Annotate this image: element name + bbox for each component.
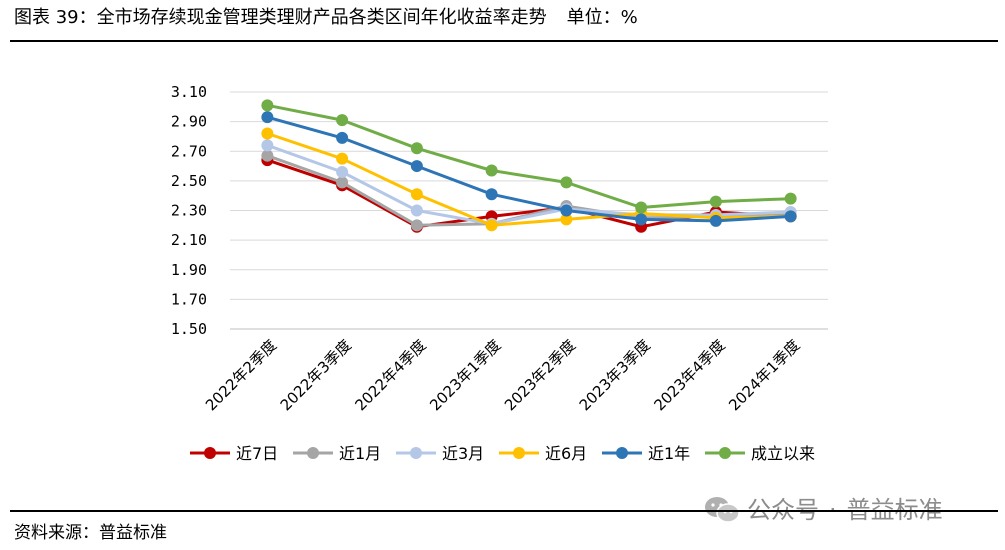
x-tick-label: 2023年4季度	[650, 336, 728, 414]
y-axis-ticks: 3.10 2.90 2.70 2.50 2.30 2.10 1.90 1.70 1.50	[171, 83, 207, 338]
series-line	[267, 103, 791, 209]
series-group	[261, 99, 797, 233]
data-point	[485, 164, 498, 177]
data-point	[560, 176, 573, 189]
data-point	[560, 204, 573, 217]
data-point	[635, 201, 648, 214]
legend-marker	[616, 447, 628, 459]
series-line	[266, 115, 791, 223]
series-5	[261, 111, 797, 227]
x-axis-ticks: 2022年2季度2022年3季度2022年4季度2023年1季度2023年2季度…	[202, 336, 804, 414]
y-tick-label: 1.50	[171, 320, 207, 338]
data-point	[485, 188, 498, 201]
legend-label: 近1月	[339, 444, 381, 463]
data-point	[784, 192, 797, 205]
legend: 近7日 近1月 近3月 近6月 近1年 成立以来	[190, 444, 815, 463]
data-point	[709, 214, 722, 227]
data-point	[410, 219, 423, 232]
legend-item: 近3月	[396, 444, 484, 463]
data-point	[709, 195, 722, 208]
y-tick-label: 1.70	[171, 290, 207, 308]
y-tick-label: 2.70	[171, 142, 207, 160]
legend-item: 近7日	[190, 444, 278, 463]
series-line	[266, 143, 791, 226]
data-point	[635, 213, 648, 226]
title-text: 图表 39：全市场存续现金管理类理财产品各类区间年化收益率走势	[14, 7, 547, 28]
y-tick-label: 2.90	[171, 113, 207, 131]
x-tick-label: 2022年2季度	[202, 336, 280, 414]
data-point	[410, 142, 423, 155]
legend-marker	[513, 447, 525, 459]
legend-marker	[719, 447, 731, 459]
bottom-divider	[10, 510, 998, 512]
data-point	[410, 160, 423, 173]
legend-item: 近1年	[602, 444, 690, 463]
series-6	[261, 99, 797, 214]
data-point	[336, 131, 349, 144]
wechat-icon	[705, 497, 740, 523]
legend-item: 近1月	[293, 444, 381, 463]
legend-item: 近6月	[499, 444, 587, 463]
y-tick-label: 3.10	[171, 83, 207, 101]
unit-label: 单位：%	[566, 7, 638, 28]
series-line	[266, 132, 791, 227]
line-chart: 3.10 2.90 2.70 2.50 2.30 2.10 1.90 1.70 1.50 202…	[171, 83, 828, 463]
data-point	[410, 188, 423, 201]
data-point	[485, 219, 498, 232]
legend-item: 成立以来	[705, 444, 815, 463]
legend-label: 近1年	[648, 444, 690, 463]
x-tick-label: 2023年3季度	[576, 336, 654, 414]
x-tick-label: 2022年4季度	[351, 336, 429, 414]
data-point	[784, 210, 797, 223]
top-divider	[10, 40, 998, 42]
data-point	[410, 204, 423, 217]
data-point	[560, 213, 573, 226]
data-point	[261, 99, 274, 112]
x-tick-label: 2023年1季度	[426, 336, 504, 414]
legend-label: 近3月	[442, 444, 484, 463]
chart-title: 图表 39：全市场存续现金管理类理财产品各类区间年化收益率走势 单位：%	[14, 7, 638, 29]
y-tick-label: 2.10	[171, 231, 207, 249]
x-tick-label: 2024年1季度	[725, 336, 803, 414]
legend-label: 成立以来	[751, 444, 815, 463]
x-tick-label: 2023年2季度	[501, 336, 579, 414]
legend-marker	[204, 447, 216, 459]
data-point	[261, 111, 274, 124]
data-point	[336, 152, 349, 165]
y-tick-label: 1.90	[171, 261, 207, 279]
y-tick-label: 2.30	[171, 202, 207, 220]
data-point	[336, 176, 349, 189]
source-note: 资料来源：普益标准	[14, 523, 167, 543]
data-point	[261, 139, 274, 152]
legend-label: 近7日	[236, 444, 278, 463]
legend-label: 近6月	[545, 444, 587, 463]
gridlines	[230, 91, 828, 330]
data-point	[261, 127, 274, 140]
data-point	[261, 149, 274, 162]
data-point	[336, 165, 349, 178]
data-point	[336, 114, 349, 127]
legend-marker	[307, 447, 319, 459]
legend-marker	[410, 447, 422, 459]
x-tick-label: 2022年3季度	[277, 336, 355, 414]
y-tick-label: 2.50	[171, 172, 207, 190]
